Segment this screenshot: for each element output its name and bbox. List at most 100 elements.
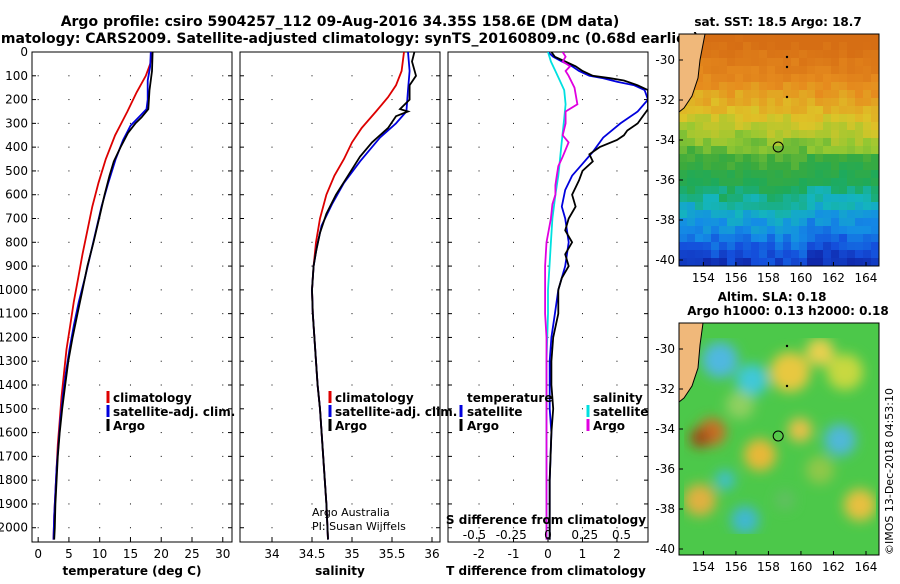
- sst-cell: [799, 250, 807, 258]
- sst-cell: [759, 106, 767, 114]
- depth-tick-label: 1000: [0, 283, 28, 297]
- grid-dot: [129, 51, 131, 53]
- grid-dot: [478, 384, 480, 386]
- sst-cell: [703, 106, 711, 114]
- sst-cell: [711, 162, 719, 170]
- grid-dot: [616, 99, 618, 101]
- sst-cell: [815, 74, 823, 82]
- sst-cell: [743, 226, 751, 234]
- sst-cell: [727, 234, 735, 242]
- sst-cell: [807, 162, 815, 170]
- grid-dot: [191, 170, 193, 172]
- grid-dot: [431, 218, 433, 220]
- sst-cell: [751, 234, 759, 242]
- sst-cell: [743, 242, 751, 250]
- sst-cell: [695, 154, 703, 162]
- grid-dot: [129, 75, 131, 77]
- grid-dot: [547, 170, 549, 172]
- sst-cell: [815, 194, 823, 202]
- sst-cell: [799, 178, 807, 186]
- grid-dot: [68, 408, 70, 410]
- sst-cell: [871, 186, 879, 194]
- imos-timestamp-watermark: ©IMOS 13-Dec-2018 04:53:10: [883, 388, 896, 555]
- sst-cell: [831, 194, 839, 202]
- sst-cell: [791, 250, 799, 258]
- grid-dot: [391, 360, 393, 362]
- grid-dot: [99, 455, 101, 457]
- sst-cell: [799, 242, 807, 250]
- grid-dot: [271, 265, 273, 267]
- sst-cell: [831, 98, 839, 106]
- sst-cell: [719, 74, 727, 82]
- sst-cell: [823, 162, 831, 170]
- sst-cell: [703, 50, 711, 58]
- sst-cell: [847, 82, 855, 90]
- depth-tick-label: 300: [5, 116, 28, 130]
- sst-cell: [743, 58, 751, 66]
- grid-dot: [37, 265, 39, 267]
- depth-tick-label: 1100: [0, 307, 28, 321]
- grid-dot: [478, 99, 480, 101]
- grid-dot: [191, 99, 193, 101]
- grid-dot: [99, 265, 101, 267]
- sst-cell: [727, 146, 735, 154]
- grid-dot: [160, 194, 162, 196]
- grid-dot: [616, 122, 618, 124]
- sst-cell: [815, 210, 823, 218]
- grid-dot: [478, 503, 480, 505]
- sla-blob: [736, 364, 768, 396]
- sst-cell: [751, 242, 759, 250]
- grid-dot: [222, 432, 224, 434]
- grid-dot: [616, 313, 618, 315]
- sst-cell: [751, 98, 759, 106]
- sst-cell: [807, 122, 815, 130]
- sst-cell: [735, 146, 743, 154]
- sst-cell: [855, 42, 863, 50]
- sst-cell: [767, 74, 775, 82]
- grid-dot: [391, 289, 393, 291]
- sst-cell: [831, 186, 839, 194]
- grid-dot: [478, 455, 480, 457]
- sst-cell: [831, 154, 839, 162]
- map-x-tick-label: 160: [789, 271, 812, 285]
- grid-dot: [271, 241, 273, 243]
- sst-cell: [679, 210, 687, 218]
- grid-dot: [37, 241, 39, 243]
- sst-cell: [767, 178, 775, 186]
- sst-cell: [735, 242, 743, 250]
- grid-dot: [581, 432, 583, 434]
- sst-cell: [791, 130, 799, 138]
- sst-cell: [687, 138, 695, 146]
- grid-dot: [129, 194, 131, 196]
- grid-dot: [616, 432, 618, 434]
- grid-dot: [513, 99, 515, 101]
- sst-cell: [767, 250, 775, 258]
- sst-cell: [711, 258, 719, 266]
- sst-cell: [703, 202, 711, 210]
- sst-cell: [679, 114, 687, 122]
- sst-cell: [679, 202, 687, 210]
- grid-dot: [351, 146, 353, 148]
- grid-dot: [513, 479, 515, 481]
- sst-cell: [679, 154, 687, 162]
- sst-cell: [847, 226, 855, 234]
- grid-dot: [37, 479, 39, 481]
- grid-dot: [513, 503, 515, 505]
- grid-dot: [431, 455, 433, 457]
- x-tick-label: 15: [123, 547, 138, 561]
- grid-dot: [513, 408, 515, 410]
- sst-cell: [807, 154, 815, 162]
- depth-tick-label: 800: [5, 235, 28, 249]
- grid-dot: [431, 408, 433, 410]
- sla-blob: [824, 424, 856, 456]
- s-diff-tick-label: 0.5: [612, 528, 631, 542]
- grid-dot: [191, 75, 193, 77]
- grid-dot: [478, 122, 480, 124]
- salinity-series: [311, 52, 417, 540]
- depth-tick-label: 1700: [0, 449, 28, 463]
- sla-field: [684, 338, 876, 534]
- map-y-tick-label: -36: [655, 462, 675, 476]
- sst-cell: [799, 210, 807, 218]
- grid-dot: [129, 503, 131, 505]
- sst-cell: [807, 226, 815, 234]
